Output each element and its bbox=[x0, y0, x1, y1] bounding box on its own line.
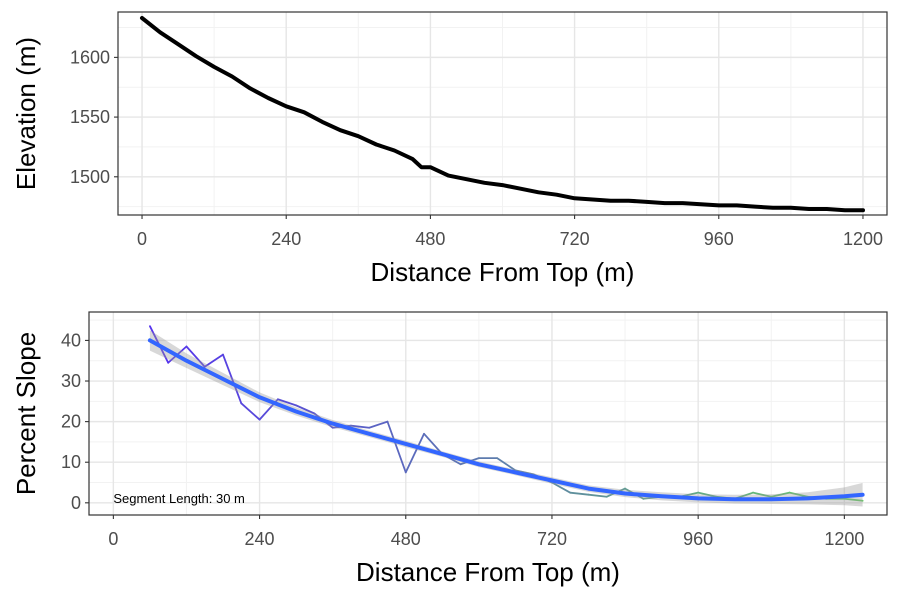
slope-series-segment bbox=[350, 424, 371, 429]
slope-series-segment bbox=[514, 469, 535, 476]
slope-series-segment bbox=[404, 432, 425, 474]
slope-series-segment bbox=[752, 491, 773, 498]
slope-x-tick-label: 0 bbox=[108, 529, 118, 549]
slope-panel-border bbox=[88, 311, 888, 516]
elev-y-tick-label: 1600 bbox=[70, 47, 110, 67]
slope-y-tick-label: 40 bbox=[61, 330, 81, 350]
slope-series-segment bbox=[788, 491, 809, 498]
elev-x-axis-title: Distance From Top (m) bbox=[371, 257, 635, 287]
slope-series-segment bbox=[185, 345, 206, 368]
slope-x-tick-label: 720 bbox=[537, 529, 567, 549]
elev-x-tick-label: 960 bbox=[704, 229, 734, 249]
slope-series-segment bbox=[240, 402, 261, 421]
slope-y-tick-label: 0 bbox=[71, 493, 81, 513]
slope-x-tick-label: 1200 bbox=[824, 529, 864, 549]
slope-series-segment bbox=[496, 457, 517, 472]
slope-y-tick-label: 30 bbox=[61, 371, 81, 391]
elev-y-axis-title: Elevation (m) bbox=[11, 37, 41, 190]
slope-series-segment bbox=[203, 353, 224, 368]
elev-x-tick-label: 480 bbox=[415, 229, 445, 249]
slope-series-segment bbox=[569, 491, 590, 496]
elev-y-tick-label: 1500 bbox=[70, 167, 110, 187]
slope-x-axis-title: Distance From Top (m) bbox=[356, 557, 620, 587]
slope-y-tick-label: 10 bbox=[61, 452, 81, 472]
slope-series-segment bbox=[276, 398, 298, 407]
slope-x-tick-label: 960 bbox=[683, 529, 713, 549]
slope-y-tick-label: 20 bbox=[61, 412, 81, 432]
slope-smooth-fit-line bbox=[147, 338, 865, 502]
slope-x-tick-label: 480 bbox=[391, 529, 421, 549]
slope-x-tick-label: 240 bbox=[245, 529, 275, 549]
slope-series-segment bbox=[697, 491, 718, 498]
slope-series-segment bbox=[368, 420, 389, 429]
slope-series-segment bbox=[770, 491, 791, 498]
slope-plot-background bbox=[89, 312, 887, 515]
elev-y-tick-label: 1550 bbox=[70, 107, 110, 127]
elev-panel-border bbox=[117, 11, 888, 216]
slope-series-segment bbox=[295, 404, 316, 415]
slope-series-segment bbox=[843, 497, 864, 502]
slope-series-segment bbox=[551, 481, 572, 494]
elev-x-tick-label: 0 bbox=[137, 229, 147, 249]
slope-series-segment bbox=[386, 420, 407, 474]
slope-series-segment bbox=[587, 493, 608, 498]
elev-x-tick-label: 240 bbox=[271, 229, 301, 249]
slope-y-axis-title: Percent Slope bbox=[11, 332, 41, 495]
elev-x-tick-label: 1200 bbox=[843, 229, 883, 249]
segment-length-annotation: Segment Length: 30 m bbox=[113, 491, 245, 506]
elev-series-line bbox=[140, 16, 865, 213]
slope-series-segment bbox=[423, 432, 444, 456]
elevation-chart: 0 240 480 720 960 1200 1500 1550 1600 Distance Fr… bbox=[11, 11, 888, 287]
elev-x-tick-label: 720 bbox=[560, 229, 590, 249]
slope-chart: 0 240 480 720 960 1200 0 10 20 30 40 Distance From … bbox=[11, 311, 888, 587]
slope-series-segment bbox=[222, 353, 243, 405]
